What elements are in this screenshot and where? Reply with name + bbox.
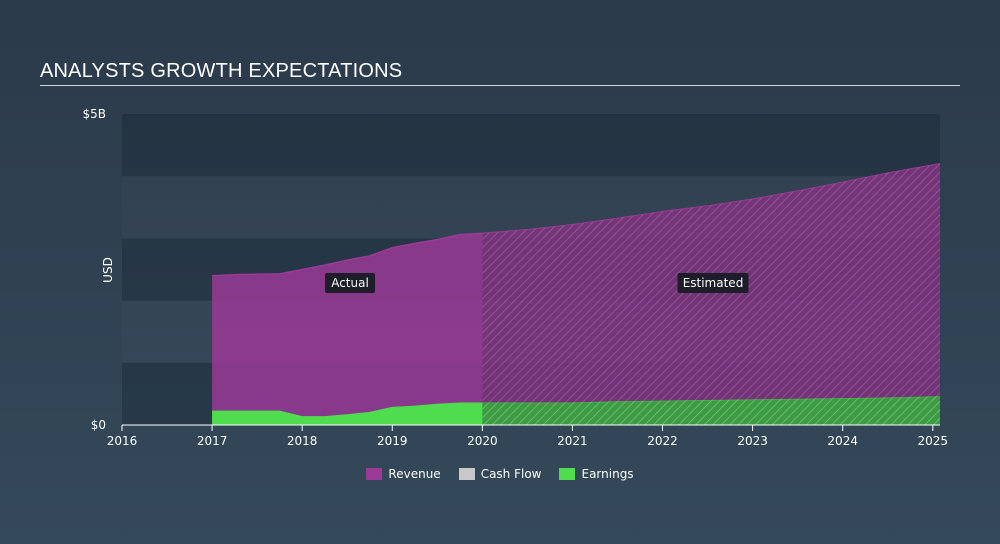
title-divider bbox=[40, 85, 960, 86]
y-axis-label: USD bbox=[101, 257, 115, 283]
grid-band bbox=[122, 114, 940, 177]
legend-item-cash-flow[interactable]: Cash Flow bbox=[458, 467, 542, 481]
actual-region-label: Actual bbox=[325, 273, 375, 293]
legend-label-cash-flow: Cash Flow bbox=[480, 467, 542, 481]
cash-flow-swatch bbox=[458, 468, 475, 480]
x-tick-label: 2019 bbox=[377, 434, 408, 448]
y-tick-label: $0 bbox=[91, 418, 106, 432]
actual-region-label-bg bbox=[325, 273, 375, 293]
x-tick-label: 2016 bbox=[107, 434, 138, 448]
x-tick-label: 2025 bbox=[918, 434, 949, 448]
y-tick-label: $5B bbox=[82, 107, 106, 121]
x-tick-label: 2022 bbox=[647, 434, 678, 448]
estimated-region-label: Estimated bbox=[677, 273, 749, 293]
earnings-estimate-hatch bbox=[482, 397, 940, 425]
x-tick-label: 2021 bbox=[557, 434, 588, 448]
x-tick-label: 2023 bbox=[737, 434, 768, 448]
x-tick-label: 2024 bbox=[827, 434, 858, 448]
revenue-swatch bbox=[366, 468, 383, 480]
x-tick-label: 2020 bbox=[467, 434, 498, 448]
x-tick-label: 2018 bbox=[287, 434, 318, 448]
chart-title: ANALYSTS GROWTH EXPECTATIONS bbox=[40, 60, 403, 82]
legend-label-revenue: Revenue bbox=[388, 467, 441, 481]
estimated-region-label-bg bbox=[677, 273, 749, 293]
revenue-estimate-hatch bbox=[482, 163, 940, 425]
estimated-region-label-text: Estimated bbox=[683, 276, 744, 290]
chart-legend: Revenue Cash Flow Earnings bbox=[0, 467, 1000, 481]
earnings-swatch bbox=[559, 468, 576, 480]
actual-region-label-text: Actual bbox=[331, 276, 369, 290]
legend-label-earnings: Earnings bbox=[581, 467, 634, 481]
legend-item-revenue[interactable]: Revenue bbox=[366, 467, 441, 481]
legend-item-earnings[interactable]: Earnings bbox=[559, 467, 634, 481]
x-tick-label: 2017 bbox=[197, 434, 228, 448]
